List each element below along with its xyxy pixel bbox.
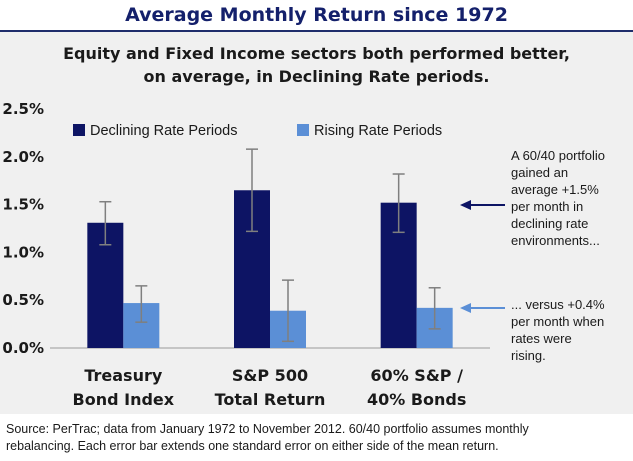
- legend-swatch-declining: [73, 124, 85, 136]
- note-declining: A 60/40 portfolio gained an average +1.5…: [511, 147, 631, 249]
- source-footnote: Source: PerTrac; data from January 1972 …: [6, 421, 631, 455]
- arrow-declining-head: [460, 200, 471, 210]
- chart-title: Average Monthly Return since 1972: [125, 4, 508, 26]
- x-category-label: Bond Index: [73, 390, 175, 409]
- x-category-label: 60% S&P /: [370, 366, 463, 385]
- legend-label-rising: Rising Rate Periods: [314, 123, 442, 139]
- y-tick-label: 1.5%: [2, 196, 44, 214]
- note-line: per month when: [511, 314, 605, 329]
- x-category-label: Total Return: [215, 390, 326, 409]
- y-tick-label: 2.0%: [2, 148, 44, 166]
- title-bar: Average Monthly Return since 1972: [0, 0, 633, 32]
- subtitle-line-2: on average, in Declining Rate periods.: [143, 67, 490, 86]
- x-category-label: 40% Bonds: [367, 390, 466, 409]
- y-tick-label: 0.5%: [2, 291, 44, 309]
- footnote-line-1: Source: PerTrac; data from January 1972 …: [6, 422, 529, 436]
- subtitle-line-1: Equity and Fixed Income sectors both per…: [63, 44, 570, 63]
- legend-label-declining: Declining Rate Periods: [90, 123, 238, 139]
- note-line: A 60/40 portfolio: [511, 148, 605, 163]
- legend-swatch-rising: [297, 124, 309, 136]
- footnote-line-2: rebalancing. Each error bar extends one …: [6, 439, 499, 453]
- note-line: ... versus +0.4%: [511, 297, 605, 312]
- note-line: per month in: [511, 199, 584, 214]
- arrow-rising-head: [460, 303, 471, 313]
- note-line: rising.: [511, 348, 546, 363]
- note-line: declining rate: [511, 216, 589, 231]
- y-tick-label: 2.5%: [2, 100, 44, 118]
- x-category-label: Treasury: [84, 366, 163, 385]
- note-line: environments...: [511, 233, 600, 248]
- y-tick-label: 0.0%: [2, 339, 44, 357]
- note-line: rates were: [511, 331, 572, 346]
- x-category-label: S&P 500: [232, 366, 308, 385]
- note-rising: ... versus +0.4% per month when rates we…: [511, 296, 631, 364]
- y-tick-label: 1.0%: [2, 243, 44, 261]
- note-line: average +1.5%: [511, 182, 599, 197]
- note-line: gained an: [511, 165, 569, 180]
- chart-subtitle: Equity and Fixed Income sectors both per…: [0, 42, 633, 88]
